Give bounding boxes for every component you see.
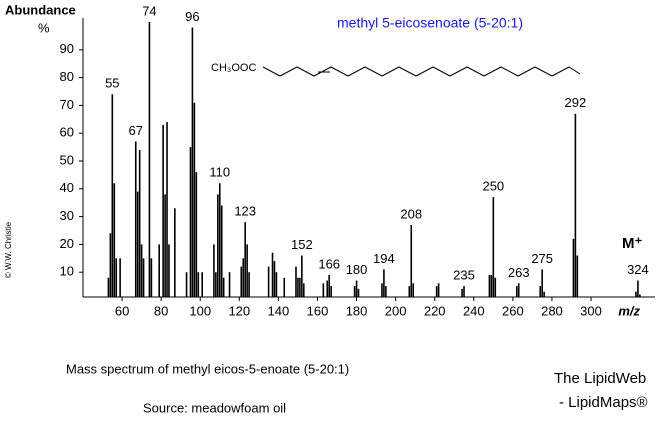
peak-label: 275 bbox=[531, 251, 553, 266]
peak-label: 235 bbox=[453, 268, 475, 283]
x-tick-label: 160 bbox=[307, 303, 329, 318]
peak-label: 208 bbox=[400, 206, 422, 221]
peak-label: 67 bbox=[129, 123, 143, 138]
y-tick-label: 10 bbox=[60, 264, 74, 279]
peak-label: 194 bbox=[373, 251, 395, 266]
structure-chain bbox=[262, 66, 581, 77]
x-tick-label: 80 bbox=[154, 303, 168, 318]
x-tick-label: 100 bbox=[189, 303, 211, 318]
x-tick-label: 60 bbox=[115, 303, 129, 318]
y-tick-label: 60 bbox=[60, 125, 74, 140]
source: Source: meadowfoam oil bbox=[143, 400, 286, 415]
x-tick-label: 300 bbox=[580, 303, 602, 318]
x-tick-label: 180 bbox=[346, 303, 368, 318]
peak-label: 96 bbox=[185, 9, 199, 24]
x-tick-label: 280 bbox=[541, 303, 563, 318]
peak-label: 166 bbox=[318, 256, 340, 271]
y-tick-label: 80 bbox=[60, 69, 74, 84]
chart-title: methyl 5-eicosenoate (5-20:1) bbox=[337, 15, 523, 31]
x-tick-label: 200 bbox=[385, 303, 407, 318]
peak-label: 292 bbox=[565, 95, 587, 110]
x-tick-label: 140 bbox=[268, 303, 290, 318]
copyright: © W.W. Christie bbox=[4, 221, 13, 278]
x-tick-label: 120 bbox=[228, 303, 250, 318]
peak-label: 152 bbox=[291, 237, 313, 252]
x-tick-label: 240 bbox=[463, 303, 485, 318]
credit: - LipidMaps® bbox=[559, 394, 648, 411]
y-tick-label: 40 bbox=[60, 180, 74, 195]
peak-label: 180 bbox=[346, 262, 368, 277]
molecular-ion-label: M⁺ bbox=[622, 235, 642, 252]
y-unit: % bbox=[38, 20, 50, 35]
y-tick-label: 70 bbox=[60, 97, 74, 112]
peak-label: 74 bbox=[142, 3, 156, 18]
caption: Mass spectrum of methyl eicos-5-enoate (… bbox=[66, 361, 349, 376]
credit: The LipidWeb bbox=[554, 370, 646, 387]
x-tick-label: 260 bbox=[502, 303, 524, 318]
x-tick-label: 220 bbox=[424, 303, 446, 318]
y-tick-label: 90 bbox=[60, 41, 74, 56]
y-tick-label: 50 bbox=[60, 152, 74, 167]
y-tick-label: 30 bbox=[60, 208, 74, 223]
y-tick-label: 20 bbox=[60, 236, 74, 251]
peak-label: 123 bbox=[234, 204, 256, 219]
peak-label: 250 bbox=[482, 179, 504, 194]
structure-label: CH₃OOC bbox=[211, 62, 256, 74]
y-label: Abundance bbox=[5, 2, 76, 17]
peak-label: 324 bbox=[627, 262, 649, 277]
x-label: m/z bbox=[618, 303, 640, 318]
peak-label: 263 bbox=[508, 265, 530, 280]
peak-label: 110 bbox=[209, 165, 230, 180]
peak-label: 55 bbox=[105, 76, 119, 91]
